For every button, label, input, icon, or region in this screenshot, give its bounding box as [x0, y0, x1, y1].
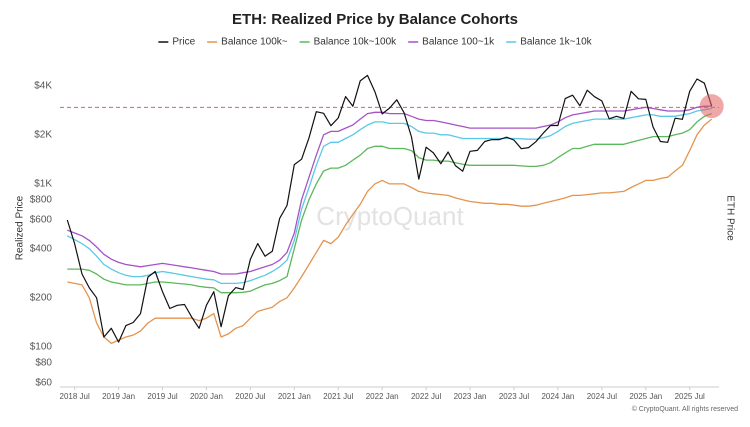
legend: Price Balance 100k~ Balance 10k~100k Balanc… [158, 37, 593, 48]
x-tick-label: 2023 Jan [454, 392, 487, 401]
legend-label: Balance 100~1k [422, 37, 495, 48]
legend-label: Price [172, 37, 195, 48]
chart-title: ETH: Realized Price by Balance Cohorts [232, 11, 518, 28]
footer: © CryptoQuant. All rights reserved [632, 405, 738, 413]
y-tick-label: $1K [34, 179, 52, 190]
y-tick-label: $600 [30, 215, 53, 226]
x-tick-label: 2022 Jan [366, 392, 399, 401]
x-tick-label: 2024 Jan [541, 392, 574, 401]
y-tick-label: $100 [30, 341, 53, 352]
series-line [66, 107, 712, 285]
y-tick-label: $60 [35, 378, 52, 389]
y-tick-label: $2K [34, 129, 52, 140]
x-tick-label: 2025 Jul [675, 392, 705, 401]
y-tick-label: $800 [30, 194, 53, 205]
y2-axis-label: ETH Price [724, 195, 735, 241]
y-axis-label: Realized Price [15, 195, 26, 260]
x-tick-label: 2021 Jul [323, 392, 353, 401]
legend-label: Balance 10k~100k [314, 37, 398, 48]
x-tick-label: 2020 Jul [235, 392, 265, 401]
y-tick-label: $400 [30, 243, 53, 254]
watermark: CryptoQuant [316, 201, 464, 231]
y-tick-label: $200 [30, 292, 53, 303]
x-tick-label: 2022 Jul [411, 392, 441, 401]
series-line [66, 74, 713, 343]
y-tick-label: $4K [34, 80, 52, 91]
x-tick-label: 2021 Jan [278, 392, 311, 401]
y-tick-label: $80 [35, 357, 52, 368]
highlight-marker [699, 94, 724, 119]
legend-label: Balance 1k~10k [520, 37, 592, 48]
x-tick-label: 2023 Jul [499, 392, 529, 401]
x-tick-label: 2020 Jan [190, 392, 223, 401]
legend-label: Balance 100k~ [221, 37, 288, 48]
x-tick-label: 2024 Jul [587, 392, 617, 401]
series-line [67, 105, 712, 275]
x-tick-label: 2025 Jan [629, 392, 662, 401]
x-tick-label: 2018 Jul [60, 392, 90, 401]
x-tick-label: 2019 Jul [147, 392, 177, 401]
x-tick-label: 2019 Jan [102, 392, 135, 401]
series-line [67, 118, 713, 345]
series-line [67, 112, 712, 294]
